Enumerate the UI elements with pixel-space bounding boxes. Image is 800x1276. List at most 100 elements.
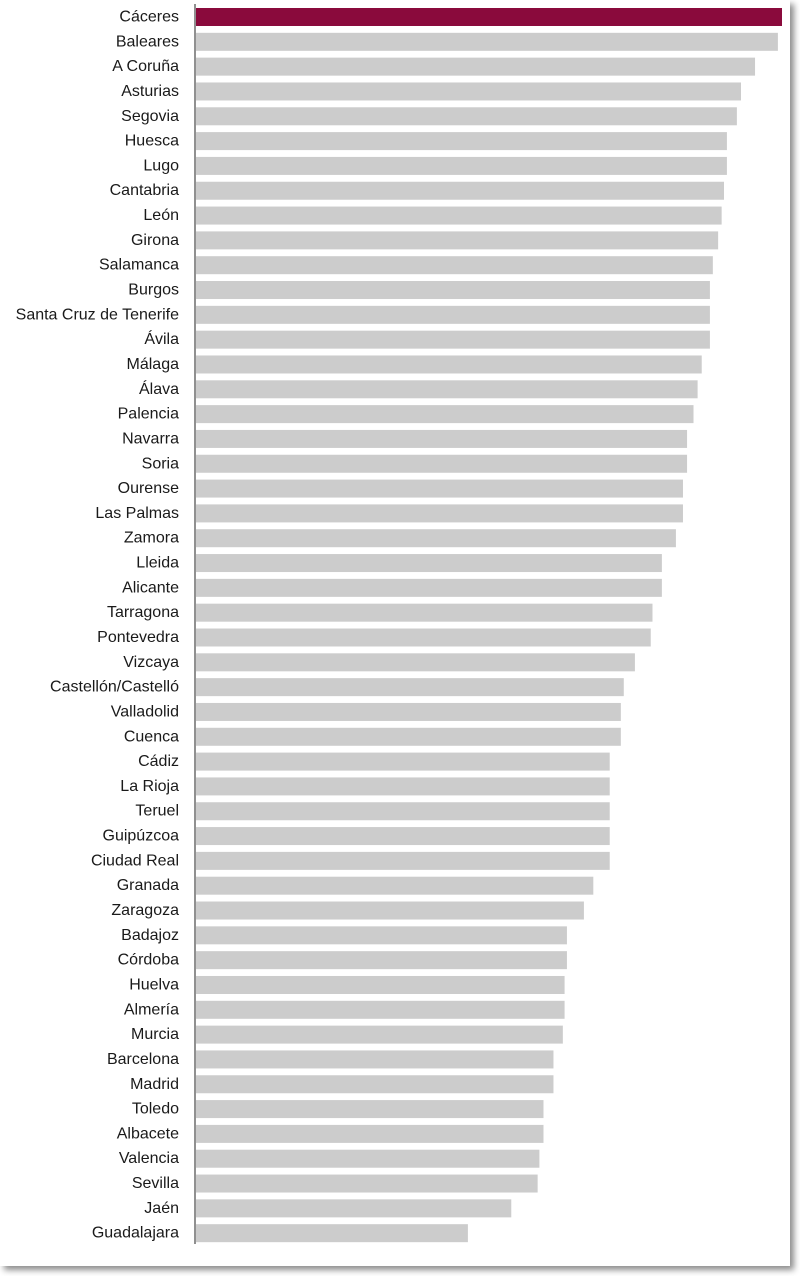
bar xyxy=(196,107,737,126)
bar xyxy=(196,653,635,672)
category-label: Málaga xyxy=(127,356,180,373)
category-label: Albacete xyxy=(117,1125,179,1142)
category-label: Palencia xyxy=(118,406,179,423)
category-label: Madrid xyxy=(130,1076,179,1093)
bar xyxy=(196,752,610,771)
bar xyxy=(196,156,727,175)
category-label: Cáceres xyxy=(119,9,179,26)
bar xyxy=(196,827,610,846)
bar xyxy=(196,1124,544,1143)
category-label: Toledo xyxy=(132,1101,179,1118)
bar xyxy=(196,554,662,573)
bar xyxy=(196,305,710,324)
category-label: Girona xyxy=(131,232,179,249)
bar xyxy=(196,777,610,796)
bar xyxy=(196,1025,563,1044)
bar xyxy=(196,256,713,275)
category-label: Navarra xyxy=(122,430,179,447)
bar xyxy=(196,727,621,746)
category-label: Murcia xyxy=(131,1026,179,1043)
bar xyxy=(196,132,727,151)
bar xyxy=(196,1199,512,1218)
category-label: Valladolid xyxy=(111,703,179,720)
bar xyxy=(196,802,610,821)
category-label: Las Palmas xyxy=(95,505,179,522)
category-label: Badajoz xyxy=(121,927,179,944)
bar xyxy=(196,1050,554,1069)
bar xyxy=(196,57,756,76)
category-label: Alicante xyxy=(122,579,179,596)
category-label: Huelva xyxy=(129,976,179,993)
bar xyxy=(196,231,719,250)
bar xyxy=(196,429,688,448)
category-label: Barcelona xyxy=(107,1051,179,1068)
bar xyxy=(196,975,565,994)
category-label: Cantabria xyxy=(110,182,179,199)
category-label: Granada xyxy=(117,877,179,894)
category-labels-group: Cáceres Baleares A Coruña Asturias Segovia Hu… xyxy=(16,9,179,1242)
bar xyxy=(196,32,778,51)
category-label: Segovia xyxy=(121,108,179,125)
bar xyxy=(196,678,624,697)
category-label: Zaragoza xyxy=(111,902,179,919)
bar xyxy=(196,628,651,647)
category-label: Soria xyxy=(142,455,179,472)
category-label: Teruel xyxy=(135,803,179,820)
bar xyxy=(196,1224,468,1243)
category-label: Sevilla xyxy=(132,1175,179,1192)
bar xyxy=(196,1100,544,1119)
bar xyxy=(196,1075,554,1094)
bars-group xyxy=(196,8,782,1243)
category-label: Pontevedra xyxy=(97,629,179,646)
bar xyxy=(196,901,584,920)
chart-panel: Cáceres Baleares A Coruña Asturias Segovia Hu… xyxy=(15,4,782,1244)
bar xyxy=(196,1174,538,1193)
category-label: Valencia xyxy=(119,1150,179,1167)
bar xyxy=(196,951,567,970)
category-label: Huesca xyxy=(125,133,179,150)
bar xyxy=(196,82,741,101)
category-label: Guadalajara xyxy=(92,1225,179,1242)
category-label: Salamanca xyxy=(99,257,179,274)
category-label: Tarragona xyxy=(107,604,179,621)
bar xyxy=(196,876,594,895)
category-label: Burgos xyxy=(128,282,179,299)
category-label: A Coruña xyxy=(112,58,179,75)
category-label: Santa Cruz de Tenerife xyxy=(16,306,179,323)
bar xyxy=(196,454,688,473)
category-label: Asturias xyxy=(121,83,179,100)
category-label: Vizcaya xyxy=(123,654,179,671)
bar xyxy=(196,603,653,622)
category-label: León xyxy=(143,207,179,224)
category-label: Baleares xyxy=(116,33,179,50)
category-label: Ciudad Real xyxy=(91,852,179,869)
category-label: Cuenca xyxy=(124,728,179,745)
category-label: Cádiz xyxy=(138,753,179,770)
bar xyxy=(196,504,683,523)
bar xyxy=(196,926,567,945)
bar-chart: Cáceres Baleares A Coruña Asturias Segovia Hu… xyxy=(16,4,782,1244)
bar xyxy=(196,529,676,548)
category-label: Almería xyxy=(124,1001,179,1018)
bar xyxy=(196,479,683,498)
bar xyxy=(196,851,610,870)
bar xyxy=(196,380,698,399)
bar xyxy=(196,181,724,200)
category-label: La Rioja xyxy=(120,778,179,795)
bar xyxy=(196,1149,540,1168)
bar xyxy=(196,206,722,225)
category-label: Lleida xyxy=(136,555,179,572)
category-label: Ávila xyxy=(144,329,179,348)
category-label: Zamora xyxy=(124,530,179,547)
bar xyxy=(196,281,710,300)
category-label: Córdoba xyxy=(118,952,179,969)
category-label: Castellón/Castelló xyxy=(50,679,179,696)
category-label: Guipúzcoa xyxy=(103,828,180,845)
bar xyxy=(196,8,782,26)
bar xyxy=(196,330,710,349)
bar xyxy=(196,578,662,597)
bar xyxy=(196,355,702,374)
bar xyxy=(196,1000,565,1019)
bar xyxy=(196,405,694,424)
category-label: Álava xyxy=(139,379,179,398)
